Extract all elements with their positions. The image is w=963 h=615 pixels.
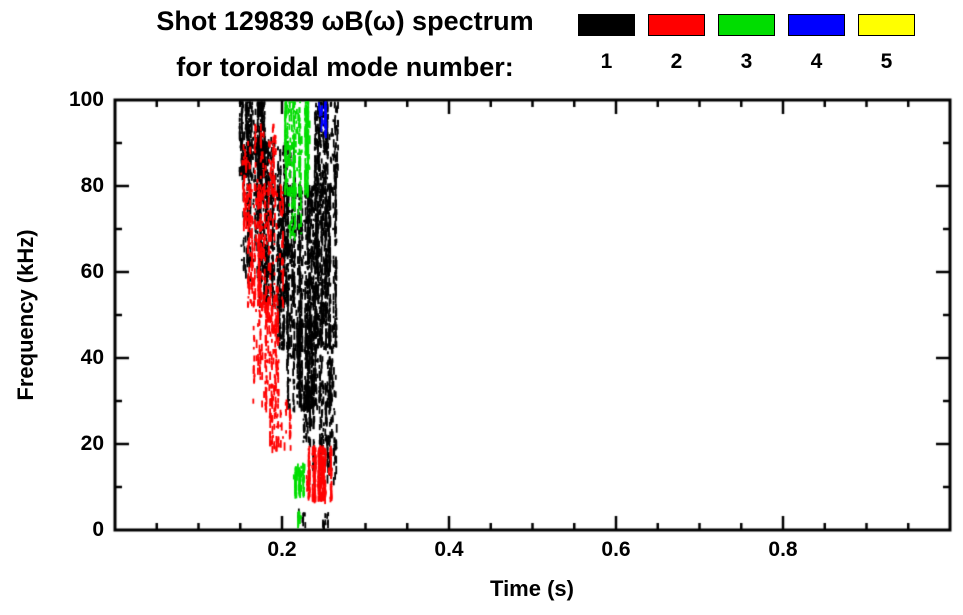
legend-item: 1	[578, 14, 635, 74]
legend: 1 2 3 4 5	[578, 14, 915, 74]
legend-label: 3	[740, 50, 753, 73]
y-tick-label: 100	[68, 88, 104, 111]
y-tick-label: 0	[92, 518, 104, 541]
legend-swatch	[858, 14, 915, 36]
x-tick-label: 0.2	[267, 538, 297, 561]
legend-swatch	[578, 14, 635, 36]
legend-swatch	[788, 14, 845, 36]
x-axis-label: Time (s)	[490, 576, 574, 601]
y-axis-label: Frequency (kHz)	[13, 229, 38, 401]
x-tick-label: 0.6	[601, 538, 631, 561]
legend-item: 3	[718, 14, 775, 74]
legend-label: 2	[670, 50, 683, 73]
y-tick-label: 20	[80, 432, 104, 455]
legend-swatch	[648, 14, 705, 36]
legend-swatch	[718, 14, 775, 36]
legend-item: 5	[858, 14, 915, 74]
legend-item: 4	[788, 14, 845, 74]
x-tick-label: 0.8	[768, 538, 798, 561]
plot-subtitle: for toroidal mode number:	[176, 52, 514, 82]
y-tick-label: 80	[80, 174, 104, 197]
legend-label: 5	[880, 50, 893, 73]
legend-item: 2	[648, 14, 705, 74]
plot-title: Shot 129839 ωB(ω) spectrum	[156, 6, 534, 36]
x-tick-label: 0.4	[434, 538, 464, 561]
y-tick-label: 40	[80, 346, 104, 369]
legend-label: 4	[810, 50, 823, 73]
y-tick-label: 60	[80, 260, 104, 283]
legend-label: 1	[600, 50, 613, 73]
